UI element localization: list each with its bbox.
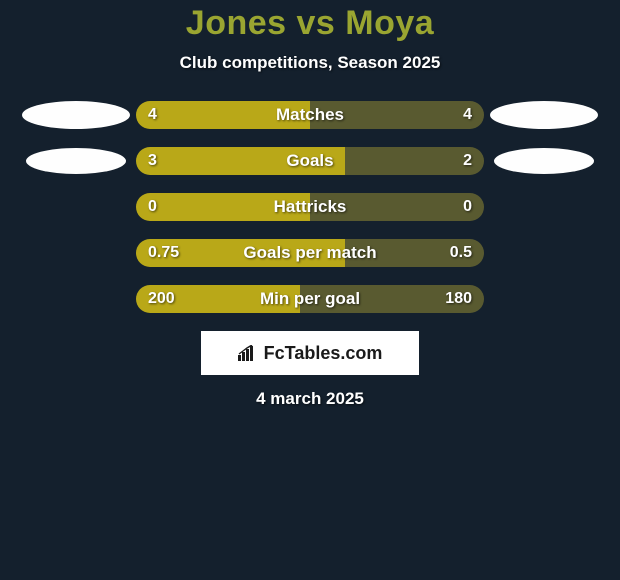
left-ellipse-slot	[16, 101, 136, 129]
stat-value-left: 200	[148, 290, 175, 308]
logo-text: FcTables.com	[238, 343, 383, 364]
stat-bar: 0 0 Hattricks	[136, 193, 484, 221]
subtitle: Club competitions, Season 2025	[0, 53, 620, 73]
stat-bar: 200 180 Min per goal	[136, 285, 484, 313]
stat-value-left: 4	[148, 106, 157, 124]
stat-value-right: 0.5	[450, 244, 472, 262]
player-ellipse-left	[26, 148, 126, 174]
stat-label: Goals per match	[243, 243, 376, 263]
stat-value-right: 0	[463, 198, 472, 216]
right-ellipse-slot	[484, 148, 604, 174]
stat-label: Min per goal	[260, 289, 360, 309]
right-ellipse-slot	[484, 101, 604, 129]
stat-bar: 3 2 Goals	[136, 147, 484, 175]
logo-box: FcTables.com	[201, 331, 419, 375]
page-title: Jones vs Moya	[0, 4, 620, 43]
stat-value-left: 0	[148, 198, 157, 216]
left-ellipse-slot	[16, 148, 136, 174]
stat-bar: 0.75 0.5 Goals per match	[136, 239, 484, 267]
stat-value-left: 3	[148, 152, 157, 170]
stat-value-right: 4	[463, 106, 472, 124]
stat-row: 3 2 Goals	[0, 147, 620, 175]
stat-label: Matches	[276, 105, 344, 125]
stat-row: 0 0 Hattricks	[0, 193, 620, 221]
logo-prefix: Fc	[264, 343, 285, 364]
stats-rows: 4 4 Matches 3 2 Goals 0 0 Hattricks 0.75 0.5 Goals …	[0, 101, 620, 313]
stat-value-left: 0.75	[148, 244, 179, 262]
player-ellipse-right	[494, 148, 594, 174]
player-ellipse-left	[22, 101, 130, 129]
stat-row: 4 4 Matches	[0, 101, 620, 129]
stat-value-right: 180	[445, 290, 472, 308]
comparison-infographic: Jones vs Moya Club competitions, Season …	[0, 0, 620, 409]
date-text: 4 march 2025	[0, 389, 620, 409]
stat-value-right: 2	[463, 152, 472, 170]
stat-label: Goals	[286, 151, 333, 171]
logo-suffix: Tables.com	[285, 343, 383, 364]
bar-chart-icon	[238, 345, 258, 361]
stat-label: Hattricks	[274, 197, 347, 217]
stat-row: 200 180 Min per goal	[0, 285, 620, 313]
stat-row: 0.75 0.5 Goals per match	[0, 239, 620, 267]
stat-bar: 4 4 Matches	[136, 101, 484, 129]
player-ellipse-right	[490, 101, 598, 129]
